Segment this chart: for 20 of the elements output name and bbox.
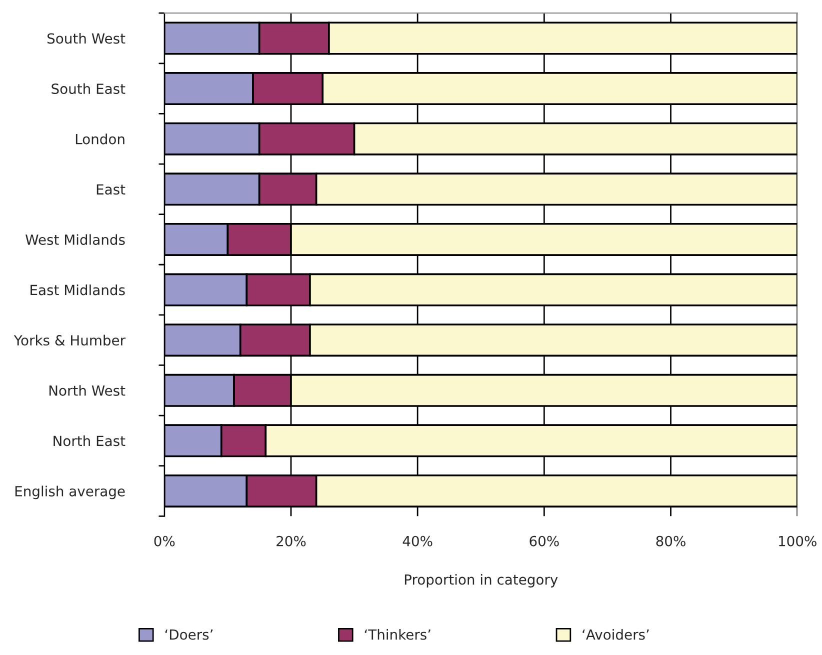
x-tick-label: 80% [656,536,686,546]
x-tick-label: 60% [530,536,559,546]
y-tick-label: North East [54,435,126,446]
x-tick-label: 40% [402,536,432,546]
y-tick-label: South East [52,83,126,94]
legend-label: ‘Thinkers’ [364,629,430,640]
y-tick-label: English average [15,486,125,500]
x-axis-title: Proportion in category [404,574,558,588]
legend-label: ‘Avoiders’ [582,629,649,640]
y-tick-label: West Midlands [26,234,125,245]
y-tick-label: South West [48,32,126,44]
y-tick-label: East [96,184,126,195]
x-tick-label: 20% [276,536,306,546]
legend-label: ‘Doers’ [165,629,212,640]
y-tick-label: East Midlands [30,284,125,296]
x-tick-label: 0% [154,536,175,546]
y-tick-label: London [76,134,124,144]
y-tick-label: North West [49,385,126,396]
x-tick-label: 100% [779,536,816,546]
y-tick-label: Yorks & Humber [14,334,126,346]
